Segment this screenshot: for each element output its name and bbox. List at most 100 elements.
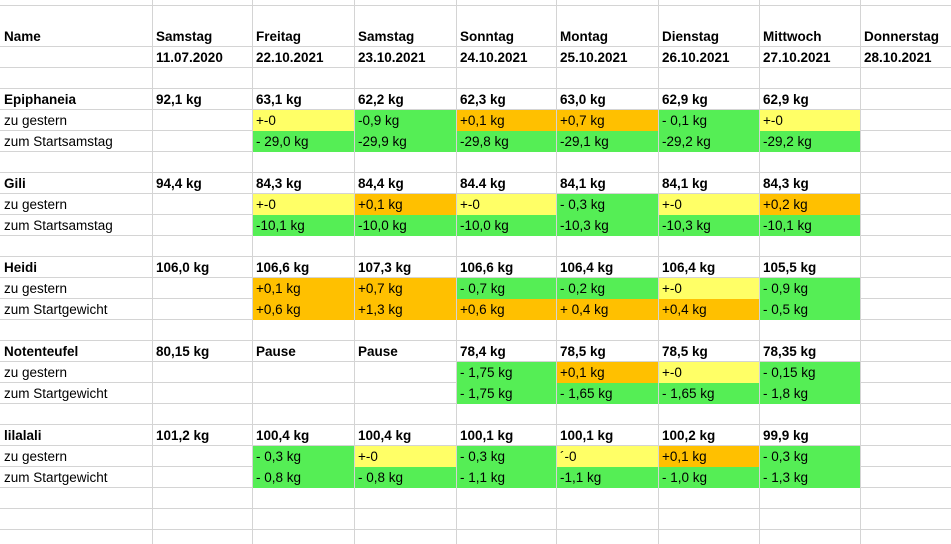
cell[interactable]	[153, 215, 252, 236]
diff-value[interactable]: - 0,7 kg	[457, 278, 556, 299]
cell[interactable]	[457, 509, 556, 530]
diff-value[interactable]: +-0	[659, 362, 759, 383]
total-value[interactable]: - 0,8 kg	[253, 467, 354, 488]
total-value[interactable]: - 1,0 kg	[659, 467, 759, 488]
weight-value[interactable]: 63,0 kg	[560, 92, 606, 107]
diff-value[interactable]: +-0	[253, 110, 354, 131]
diff-value[interactable]: - 0,1 kg	[659, 110, 759, 131]
cell[interactable]	[355, 152, 456, 173]
date-header[interactable]: 28.10.2021	[864, 50, 932, 65]
diff-value[interactable]: +0,1 kg	[457, 110, 556, 131]
weight-value[interactable]: Pause	[358, 344, 398, 359]
cell[interactable]	[1, 530, 152, 544]
cell[interactable]	[457, 530, 556, 544]
cell[interactable]	[760, 236, 860, 257]
cell[interactable]	[253, 68, 354, 89]
weight-value[interactable]: 78,35 kg	[763, 344, 817, 359]
cell[interactable]	[153, 404, 252, 425]
date-header[interactable]: 27.10.2021	[763, 50, 831, 65]
weight-value[interactable]: 78,5 kg	[560, 344, 606, 359]
cell[interactable]	[153, 320, 252, 341]
cell[interactable]	[355, 530, 456, 544]
cell[interactable]	[457, 404, 556, 425]
diff-value[interactable]: - 0,3 kg	[457, 446, 556, 467]
diff-value[interactable]	[253, 362, 354, 383]
cell[interactable]	[355, 488, 456, 509]
cell[interactable]	[153, 446, 252, 467]
cell[interactable]	[557, 404, 658, 425]
weekday-header[interactable]: Montag	[560, 29, 608, 44]
cell[interactable]	[355, 320, 456, 341]
cell[interactable]	[659, 509, 759, 530]
diff-label[interactable]: zu gestern	[4, 449, 68, 464]
total-value[interactable]: +1,3 kg	[355, 299, 456, 320]
diff-value[interactable]: +0,1 kg	[253, 278, 354, 299]
weight-value[interactable]: 105,5 kg	[763, 260, 817, 275]
total-value[interactable]	[253, 383, 354, 404]
cell[interactable]	[557, 68, 658, 89]
cell[interactable]	[355, 509, 456, 530]
diff-value[interactable]: - 0,3 kg	[253, 446, 354, 467]
weekday-header[interactable]: Donnerstag	[864, 29, 940, 44]
total-value[interactable]: -29,8 kg	[457, 131, 556, 152]
weight-value[interactable]: 62,9 kg	[763, 92, 809, 107]
total-value[interactable]: +0,6 kg	[457, 299, 556, 320]
cell[interactable]	[1, 404, 152, 425]
total-value[interactable]: -29,2 kg	[659, 131, 759, 152]
weight-value[interactable]	[861, 257, 951, 278]
cell[interactable]	[861, 320, 951, 341]
cell[interactable]	[253, 320, 354, 341]
cell[interactable]	[861, 152, 951, 173]
diff-value[interactable]: +-0	[457, 194, 556, 215]
total-value[interactable]: -10,1 kg	[253, 215, 354, 236]
diff-value[interactable]: - 0,3 kg	[760, 446, 860, 467]
cell[interactable]	[153, 509, 252, 530]
diff-value[interactable]: +-0	[659, 194, 759, 215]
cell[interactable]	[253, 404, 354, 425]
diff-value[interactable]: - 0,9 kg	[760, 278, 860, 299]
total-value[interactable]: - 1,75 kg	[457, 383, 556, 404]
diff-value[interactable]	[355, 362, 456, 383]
weekday-header[interactable]: Freitag	[256, 29, 302, 44]
weight-value[interactable]	[861, 425, 951, 446]
cell[interactable]	[557, 530, 658, 544]
start-weight[interactable]: 80,15 kg	[156, 344, 210, 359]
total-value[interactable]: - 1,8 kg	[760, 383, 860, 404]
cell[interactable]	[557, 236, 658, 257]
cell[interactable]	[659, 488, 759, 509]
cell[interactable]	[659, 68, 759, 89]
start-weight[interactable]: 101,2 kg	[156, 428, 210, 443]
total-value[interactable]	[861, 215, 951, 236]
weight-value[interactable]: 106,6 kg	[460, 260, 514, 275]
cell[interactable]	[355, 404, 456, 425]
cell[interactable]	[659, 236, 759, 257]
total-label[interactable]: zum Startgewicht	[4, 386, 108, 401]
total-value[interactable]	[861, 383, 951, 404]
cell[interactable]	[557, 509, 658, 530]
diff-label[interactable]: zu gestern	[4, 365, 68, 380]
weight-value[interactable]: 100,1 kg	[460, 428, 514, 443]
weight-value[interactable]: 84,1 kg	[560, 176, 606, 191]
weight-value[interactable]: 62,2 kg	[358, 92, 404, 107]
total-value[interactable]: +0,6 kg	[253, 299, 354, 320]
diff-value[interactable]	[861, 362, 951, 383]
total-value[interactable]: - 1,65 kg	[659, 383, 759, 404]
total-value[interactable]: - 1,1 kg	[457, 467, 556, 488]
cell[interactable]	[153, 131, 252, 152]
total-value[interactable]: -1,1 kg	[557, 467, 658, 488]
cell[interactable]	[153, 530, 252, 544]
date-header[interactable]: 23.10.2021	[358, 50, 426, 65]
cell[interactable]	[760, 488, 860, 509]
cell[interactable]	[153, 278, 252, 299]
total-value[interactable]: -10,0 kg	[457, 215, 556, 236]
cell[interactable]	[253, 236, 354, 257]
total-value[interactable]	[861, 467, 951, 488]
weekday-header[interactable]: Dienstag	[662, 29, 720, 44]
cell[interactable]	[1, 236, 152, 257]
weight-value[interactable]: 84,4 kg	[358, 176, 404, 191]
total-value[interactable]: -10,3 kg	[659, 215, 759, 236]
weight-value[interactable]: 84,1 kg	[662, 176, 708, 191]
diff-value[interactable]: -0,9 kg	[355, 110, 456, 131]
diff-value[interactable]: +-0	[659, 278, 759, 299]
weight-value[interactable]: 84,3 kg	[256, 176, 302, 191]
